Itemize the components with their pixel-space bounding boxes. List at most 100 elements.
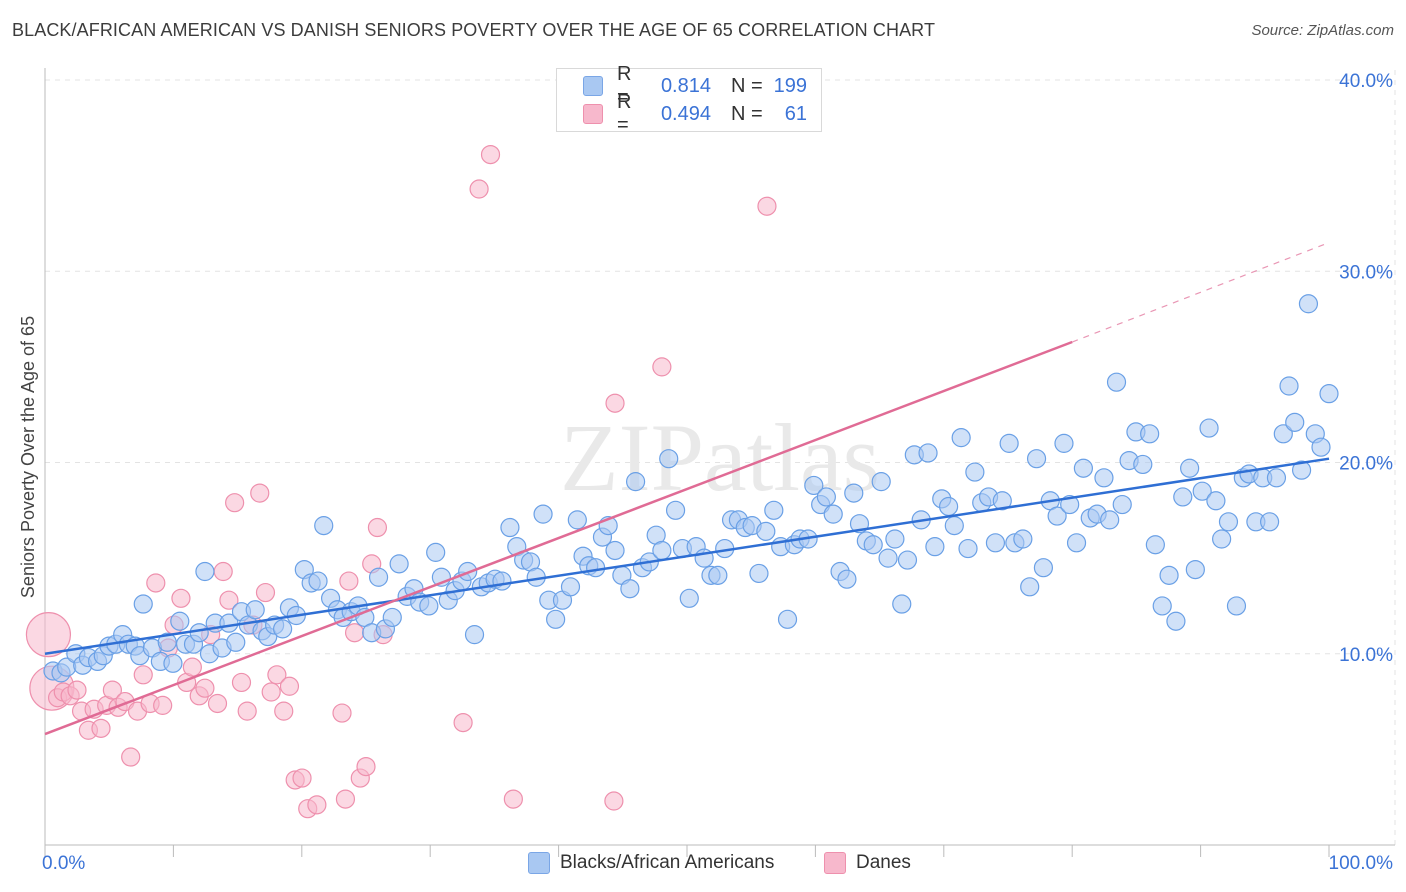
blacks-point: [1152, 596, 1172, 616]
blacks-point: [1106, 372, 1127, 392]
blacks-point: [189, 623, 209, 643]
danes-point: [367, 517, 388, 538]
blacks-point: [944, 516, 964, 536]
blacks-point: [1173, 487, 1193, 507]
danes-point: [267, 665, 287, 685]
blacks-point: [652, 540, 672, 561]
blacks-point: [1159, 565, 1179, 585]
blacks-point: [708, 565, 728, 585]
legend-item-blacks[interactable]: Blacks/African Americans: [528, 852, 774, 874]
y-tick-label: 40.0%: [1339, 71, 1393, 92]
blacks-point: [756, 521, 776, 541]
trend-lines: [44, 242, 1330, 736]
blacks-point: [938, 496, 959, 517]
legend-r-label: R =: [617, 91, 632, 136]
legend-row-blacks: R = 0.814 N = 199: [583, 63, 807, 108]
tick-labels: 10.0% 20.0% 30.0% 40.0% 0.0% 100.0%: [42, 71, 1393, 874]
blacks-point: [625, 472, 646, 492]
blacks-point: [1013, 529, 1033, 549]
blacks-point: [925, 537, 945, 557]
blacks-point: [992, 491, 1012, 511]
danes-point: [503, 789, 523, 809]
blacks-point: [1259, 512, 1280, 532]
blacks-point: [1094, 468, 1114, 488]
danes-point: [237, 701, 257, 721]
legend-n-label: N =: [731, 102, 763, 125]
blacks-point: [273, 619, 293, 639]
blacks-point: [863, 535, 883, 555]
danes-point: [453, 712, 473, 733]
danes-point: [67, 680, 87, 700]
blacks-point: [1133, 454, 1153, 475]
danes-point: [231, 672, 252, 693]
danes-points: [25, 144, 777, 819]
y-tick-label: 30.0%: [1339, 262, 1393, 283]
blacks-point: [1180, 458, 1200, 478]
blacks-point: [999, 433, 1019, 453]
blacks-point: [426, 542, 446, 562]
axes: [44, 68, 1395, 857]
danes-point: [279, 676, 300, 696]
blacks-point: [659, 449, 679, 469]
blacks-point: [1185, 559, 1205, 580]
legend-swatch-pink: [824, 852, 846, 874]
legend-r-value: 0.814: [660, 74, 711, 97]
legend-swatch-blue: [583, 76, 603, 96]
blacks-point: [1212, 529, 1232, 549]
source-credit: Source: ZipAtlas.com: [1251, 22, 1394, 39]
blacks-point: [500, 517, 520, 538]
blacks-point: [1192, 481, 1212, 501]
blacks-point: [1291, 460, 1312, 480]
blacks-point: [195, 561, 215, 582]
blacks-point: [163, 653, 183, 673]
danes-point: [261, 682, 281, 702]
danes-point: [207, 693, 228, 714]
legend-r-value: 0.494: [660, 102, 711, 125]
correlation-legend: R = 0.814 N = 199 R = 0.494 N = 61: [556, 63, 822, 136]
danes-point: [604, 791, 624, 811]
blacks-point: [1166, 611, 1186, 631]
blacks-point: [1266, 468, 1287, 488]
danes-point: [652, 357, 672, 377]
blacks-point: [965, 462, 985, 482]
blacks-point: [878, 548, 898, 568]
blacks-point: [1140, 424, 1160, 444]
danes-point: [255, 582, 276, 603]
blacks-point: [1273, 424, 1293, 444]
blacks-point: [1298, 294, 1319, 314]
blacks-trend-line: [44, 457, 1330, 655]
blacks-points: [43, 294, 1339, 683]
blacks-point: [958, 538, 978, 559]
legend-n-value: 61: [784, 102, 807, 125]
y-tick-label: 10.0%: [1339, 645, 1393, 666]
danes-point: [213, 561, 233, 582]
danes-point: [332, 703, 352, 723]
blacks-point: [897, 550, 918, 570]
legend-item-danes[interactable]: Danes: [824, 852, 911, 874]
blacks-point: [837, 569, 857, 589]
y-axis-label: Seniors Poverty Over the Age of 65: [18, 316, 38, 598]
chart-title: BLACK/AFRICAN AMERICAN VS DANISH SENIORS…: [12, 20, 936, 40]
danes-point: [274, 701, 294, 721]
blacks-point: [1060, 494, 1080, 515]
blacks-point: [170, 611, 190, 631]
blacks-point: [560, 577, 581, 597]
blacks-point: [605, 540, 625, 561]
blacks-point: [871, 472, 891, 492]
blacks-point: [1206, 491, 1226, 511]
series-legend: Blacks/African Americans Danes: [0, 852, 1406, 876]
blacks-point: [951, 428, 971, 448]
blacks-point: [546, 609, 566, 629]
x-tick-label: 100.0%: [1329, 853, 1394, 874]
blacks-point: [133, 594, 153, 614]
danes-point: [91, 718, 111, 738]
blacks-point: [1279, 376, 1299, 396]
blacks-point: [419, 596, 439, 616]
legend-swatch-blue: [528, 852, 550, 874]
danes-point: [121, 747, 141, 767]
blacks-point: [1054, 433, 1074, 453]
blacks-point: [1026, 449, 1047, 469]
danes-trend-line: [44, 340, 1073, 736]
danes-point: [480, 144, 501, 165]
danes-point: [605, 393, 625, 413]
